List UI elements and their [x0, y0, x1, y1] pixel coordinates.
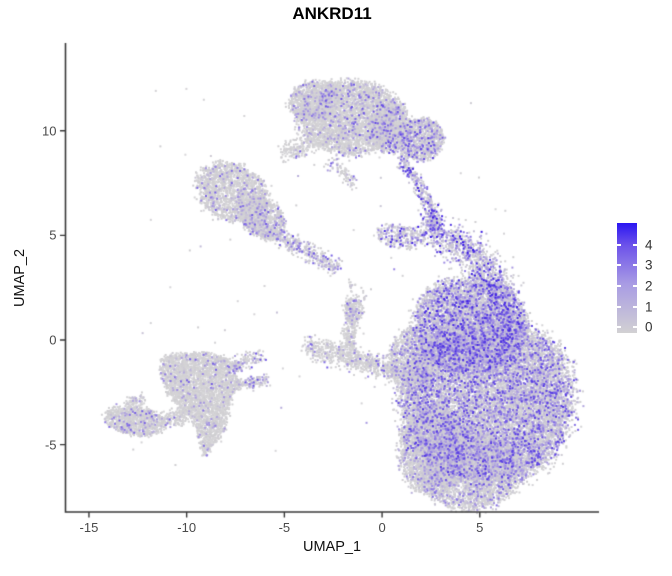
legend-tick-label: 4: [645, 237, 653, 253]
legend-tick-mark: [633, 326, 637, 329]
x-tick-label: 0: [378, 520, 386, 535]
legend-tick-mark: [633, 264, 637, 267]
legend-tick-mark: [617, 264, 621, 267]
y-tick-label: 10: [42, 123, 57, 139]
page-title: ANKRD11: [292, 4, 372, 23]
x-tick-label: -10: [177, 520, 197, 535]
legend-colorbar: [617, 223, 637, 333]
x-tick-label: -15: [79, 520, 99, 535]
legend-tick-mark: [617, 243, 621, 246]
legend-tick-label: 2: [645, 278, 653, 294]
legend-tick-label: 0: [645, 319, 653, 335]
legend-tick-mark: [617, 305, 621, 308]
legend-tick-label: 3: [645, 257, 653, 273]
legend-tick-mark: [633, 285, 637, 288]
x-axis-title: UMAP_1: [302, 539, 362, 555]
legend-tick-label: 1: [645, 299, 653, 315]
x-tick-label: 5: [476, 520, 484, 535]
y-tick-label: 5: [49, 227, 57, 243]
y-axis-title: UMAP_2: [12, 248, 28, 308]
legend-tick-mark: [633, 243, 637, 246]
legend-tick-mark: [633, 305, 637, 308]
y-tick-label: 0: [49, 332, 57, 348]
x-tick-label: -5: [278, 520, 291, 535]
legend-tick-mark: [617, 285, 621, 288]
y-tick-label: -5: [44, 437, 57, 453]
legend-tick-mark: [617, 326, 621, 329]
